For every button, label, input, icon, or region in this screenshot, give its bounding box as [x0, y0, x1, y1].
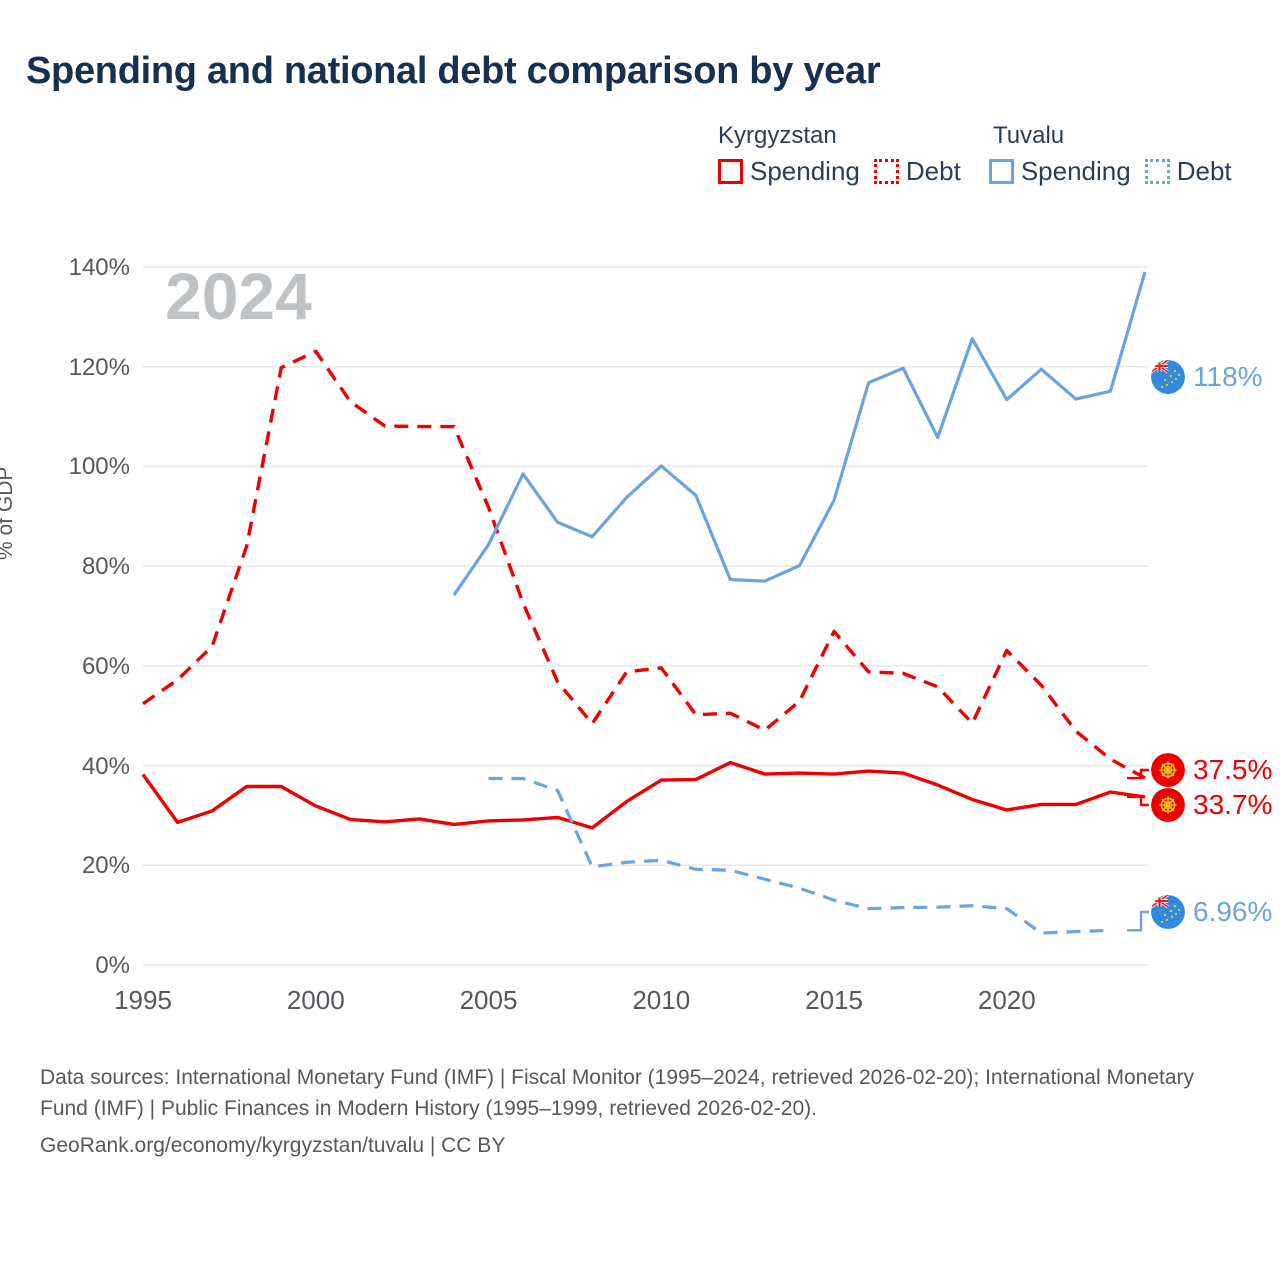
- tuvalu-flag-icon: [1151, 895, 1185, 929]
- end-marker-tuvalu-spending[interactable]: 118%: [1151, 359, 1263, 394]
- tuvalu-flag-icon: [1151, 359, 1185, 394]
- end-label-kyrgyzstan-spending: 33.7%: [1193, 789, 1273, 820]
- legend-label-spending: Spending: [750, 156, 860, 186]
- series-line: [141, 760, 1146, 830]
- page-title: Spending and national debt comparison by…: [26, 50, 881, 92]
- leader-line: [1127, 910, 1149, 932]
- legend-item-kyrgyzstan-debt[interactable]: Debt: [873, 156, 961, 187]
- legend-item-tuvalu-spending[interactable]: Spending: [988, 156, 1131, 187]
- leader-line: [1127, 795, 1149, 807]
- series-line: [488, 776, 1111, 935]
- x-tick-label: 1995: [114, 985, 172, 1015]
- legend-item-kyrgyzstan-spending[interactable]: Spending: [718, 156, 860, 187]
- footer: Data sources: International Monetary Fun…: [40, 1062, 1245, 1161]
- chart-leader-lines: [1127, 768, 1149, 932]
- y-tick-label: 60%: [81, 652, 130, 680]
- footer-sources: Data sources: International Monetary Fun…: [40, 1066, 1195, 1120]
- legend-country-names: Kyrgyzstan Tuvalu: [718, 122, 1258, 150]
- leader-line: [1127, 768, 1149, 780]
- x-tick-label: 2020: [977, 985, 1036, 1015]
- end-label-kyrgyzstan-debt: 37.5%: [1193, 754, 1273, 785]
- y-tick-label: 120%: [68, 353, 130, 381]
- x-tick-label: 2005: [459, 985, 518, 1015]
- footer-attribution: GeoRank.org/economy/kyrgyzstan/tuvalu | …: [40, 1134, 506, 1157]
- series-line: [142, 349, 1146, 780]
- y-tick-label: 20%: [81, 852, 130, 880]
- x-tick-label: 2000: [286, 985, 345, 1015]
- x-tick-label: 2015: [805, 985, 863, 1015]
- series-line: [452, 271, 1147, 596]
- end-marker-kyrgyzstan-debt[interactable]: 37.5%: [1151, 753, 1272, 787]
- end-marker-kyrgyzstan-spending[interactable]: 33.7%: [1151, 788, 1272, 822]
- y-tick-label: 0%: [95, 952, 130, 979]
- legend-country-kyrgyzstan: Kyrgyzstan: [718, 122, 837, 149]
- legend-country-tuvalu: Tuvalu: [993, 122, 1065, 149]
- y-axis-ticks: 0% 20% 40% 60% 80% 100% 120% 140%: [38, 0, 130, 1280]
- legend-swatch-solid-red-icon: [718, 159, 743, 184]
- legend-label-spending-tuvalu: Spending: [1020, 156, 1131, 186]
- legend-swatch-solid-blue-icon: [988, 159, 1014, 184]
- kyrgyzstan-flag-icon: [1151, 788, 1185, 822]
- y-axis-label: % of GDP: [0, 466, 17, 560]
- chart-legend: Kyrgyzstan Tuvalu Spending Debt Spending…: [718, 122, 1258, 187]
- x-tick-label: 2010: [632, 985, 691, 1015]
- y-tick-label: 140%: [68, 254, 130, 281]
- legend-swatch-dotted-blue-icon: [1144, 159, 1170, 184]
- end-label-tuvalu-debt: 6.96%: [1193, 896, 1273, 927]
- y-tick-label: 80%: [81, 553, 130, 581]
- legend-label-debt: Debt: [905, 156, 961, 186]
- y-tick-label: 100%: [68, 453, 130, 481]
- kyrgyzstan-flag-icon: [1151, 753, 1185, 787]
- end-label-tuvalu-spending: 118%: [1193, 360, 1263, 392]
- chart-gridlines: [143, 266, 1148, 966]
- legend-label-debt-tuvalu: Debt: [1176, 156, 1232, 186]
- end-marker-tuvalu-debt[interactable]: 6.96%: [1151, 895, 1272, 929]
- legend-item-tuvalu-debt[interactable]: Debt: [1144, 156, 1232, 187]
- chart-series: [141, 271, 1147, 935]
- legend-items-row: Spending Debt Spending Debt: [718, 156, 1258, 187]
- legend-swatch-dotted-red-icon: [873, 159, 899, 184]
- year-watermark: 2024: [165, 259, 312, 333]
- y-tick-label: 40%: [81, 752, 130, 780]
